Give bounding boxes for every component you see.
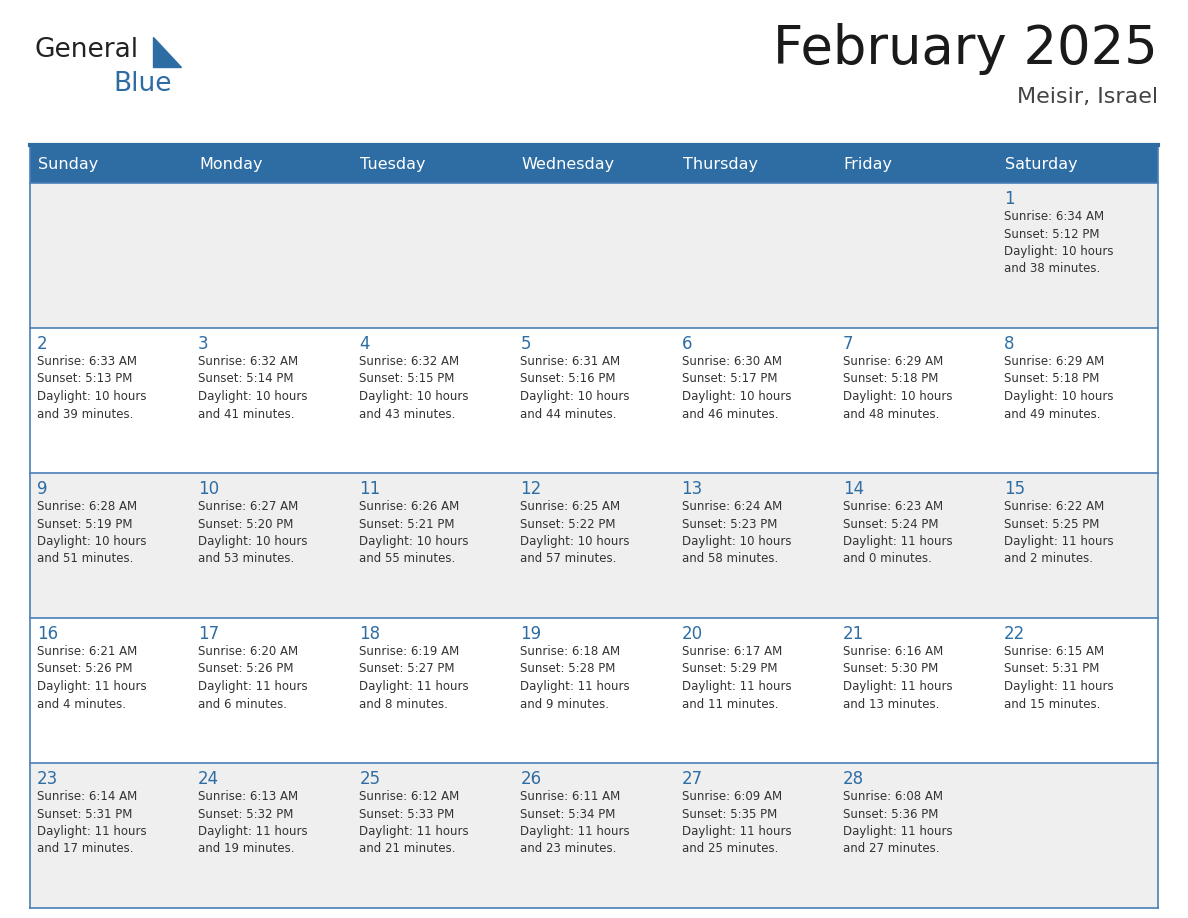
Text: Sunrise: 6:08 AM
Sunset: 5:36 PM
Daylight: 11 hours
and 27 minutes.: Sunrise: 6:08 AM Sunset: 5:36 PM Dayligh… xyxy=(842,790,953,856)
Text: Meisir, Israel: Meisir, Israel xyxy=(1017,87,1158,107)
Text: 18: 18 xyxy=(359,625,380,643)
Bar xyxy=(30,618,1158,763)
Text: Sunrise: 6:30 AM
Sunset: 5:17 PM
Daylight: 10 hours
and 46 minutes.: Sunrise: 6:30 AM Sunset: 5:17 PM Dayligh… xyxy=(682,355,791,420)
Text: Sunrise: 6:15 AM
Sunset: 5:31 PM
Daylight: 11 hours
and 15 minutes.: Sunrise: 6:15 AM Sunset: 5:31 PM Dayligh… xyxy=(1004,645,1113,711)
Bar xyxy=(30,763,1158,908)
Text: 19: 19 xyxy=(520,625,542,643)
Text: Sunrise: 6:11 AM
Sunset: 5:34 PM
Daylight: 11 hours
and 23 minutes.: Sunrise: 6:11 AM Sunset: 5:34 PM Dayligh… xyxy=(520,790,630,856)
Text: Sunrise: 6:32 AM
Sunset: 5:14 PM
Daylight: 10 hours
and 41 minutes.: Sunrise: 6:32 AM Sunset: 5:14 PM Dayligh… xyxy=(198,355,308,420)
Text: Sunrise: 6:34 AM
Sunset: 5:12 PM
Daylight: 10 hours
and 38 minutes.: Sunrise: 6:34 AM Sunset: 5:12 PM Dayligh… xyxy=(1004,210,1113,275)
Text: Sunrise: 6:14 AM
Sunset: 5:31 PM
Daylight: 11 hours
and 17 minutes.: Sunrise: 6:14 AM Sunset: 5:31 PM Dayligh… xyxy=(37,790,146,856)
Text: 11: 11 xyxy=(359,480,380,498)
Text: Sunrise: 6:29 AM
Sunset: 5:18 PM
Daylight: 10 hours
and 49 minutes.: Sunrise: 6:29 AM Sunset: 5:18 PM Dayligh… xyxy=(1004,355,1113,420)
Text: Sunrise: 6:09 AM
Sunset: 5:35 PM
Daylight: 11 hours
and 25 minutes.: Sunrise: 6:09 AM Sunset: 5:35 PM Dayligh… xyxy=(682,790,791,856)
Text: Thursday: Thursday xyxy=(683,156,758,172)
Text: General: General xyxy=(34,37,139,63)
Text: Sunrise: 6:18 AM
Sunset: 5:28 PM
Daylight: 11 hours
and 9 minutes.: Sunrise: 6:18 AM Sunset: 5:28 PM Dayligh… xyxy=(520,645,630,711)
Text: 4: 4 xyxy=(359,335,369,353)
Text: 24: 24 xyxy=(198,770,220,788)
Text: Sunrise: 6:21 AM
Sunset: 5:26 PM
Daylight: 11 hours
and 4 minutes.: Sunrise: 6:21 AM Sunset: 5:26 PM Dayligh… xyxy=(37,645,146,711)
Text: Sunday: Sunday xyxy=(38,156,99,172)
Text: Sunrise: 6:22 AM
Sunset: 5:25 PM
Daylight: 11 hours
and 2 minutes.: Sunrise: 6:22 AM Sunset: 5:25 PM Dayligh… xyxy=(1004,500,1113,565)
Text: 2: 2 xyxy=(37,335,48,353)
Text: 1: 1 xyxy=(1004,190,1015,208)
Bar xyxy=(30,183,1158,328)
Text: Sunrise: 6:29 AM
Sunset: 5:18 PM
Daylight: 10 hours
and 48 minutes.: Sunrise: 6:29 AM Sunset: 5:18 PM Dayligh… xyxy=(842,355,953,420)
Text: 8: 8 xyxy=(1004,335,1015,353)
Text: Sunrise: 6:27 AM
Sunset: 5:20 PM
Daylight: 10 hours
and 53 minutes.: Sunrise: 6:27 AM Sunset: 5:20 PM Dayligh… xyxy=(198,500,308,565)
Text: Sunrise: 6:33 AM
Sunset: 5:13 PM
Daylight: 10 hours
and 39 minutes.: Sunrise: 6:33 AM Sunset: 5:13 PM Dayligh… xyxy=(37,355,146,420)
Text: 12: 12 xyxy=(520,480,542,498)
Bar xyxy=(30,145,1158,183)
Text: 15: 15 xyxy=(1004,480,1025,498)
Text: Monday: Monday xyxy=(200,156,263,172)
Polygon shape xyxy=(153,37,181,67)
Text: 16: 16 xyxy=(37,625,58,643)
Bar xyxy=(30,473,1158,618)
Text: Friday: Friday xyxy=(843,156,892,172)
Text: Saturday: Saturday xyxy=(1005,156,1078,172)
Text: Sunrise: 6:25 AM
Sunset: 5:22 PM
Daylight: 10 hours
and 57 minutes.: Sunrise: 6:25 AM Sunset: 5:22 PM Dayligh… xyxy=(520,500,630,565)
Text: 22: 22 xyxy=(1004,625,1025,643)
Text: Sunrise: 6:19 AM
Sunset: 5:27 PM
Daylight: 11 hours
and 8 minutes.: Sunrise: 6:19 AM Sunset: 5:27 PM Dayligh… xyxy=(359,645,469,711)
Text: Sunrise: 6:13 AM
Sunset: 5:32 PM
Daylight: 11 hours
and 19 minutes.: Sunrise: 6:13 AM Sunset: 5:32 PM Dayligh… xyxy=(198,790,308,856)
Text: Blue: Blue xyxy=(113,71,171,97)
Text: Sunrise: 6:23 AM
Sunset: 5:24 PM
Daylight: 11 hours
and 0 minutes.: Sunrise: 6:23 AM Sunset: 5:24 PM Dayligh… xyxy=(842,500,953,565)
Text: Tuesday: Tuesday xyxy=(360,156,425,172)
Text: Sunrise: 6:24 AM
Sunset: 5:23 PM
Daylight: 10 hours
and 58 minutes.: Sunrise: 6:24 AM Sunset: 5:23 PM Dayligh… xyxy=(682,500,791,565)
Text: Sunrise: 6:17 AM
Sunset: 5:29 PM
Daylight: 11 hours
and 11 minutes.: Sunrise: 6:17 AM Sunset: 5:29 PM Dayligh… xyxy=(682,645,791,711)
Text: Sunrise: 6:32 AM
Sunset: 5:15 PM
Daylight: 10 hours
and 43 minutes.: Sunrise: 6:32 AM Sunset: 5:15 PM Dayligh… xyxy=(359,355,469,420)
Text: 17: 17 xyxy=(198,625,220,643)
Text: 13: 13 xyxy=(682,480,703,498)
Text: 28: 28 xyxy=(842,770,864,788)
Text: 23: 23 xyxy=(37,770,58,788)
Bar xyxy=(30,328,1158,473)
Text: 27: 27 xyxy=(682,770,702,788)
Text: Sunrise: 6:31 AM
Sunset: 5:16 PM
Daylight: 10 hours
and 44 minutes.: Sunrise: 6:31 AM Sunset: 5:16 PM Dayligh… xyxy=(520,355,630,420)
Text: 9: 9 xyxy=(37,480,48,498)
Text: February 2025: February 2025 xyxy=(773,23,1158,75)
Text: Wednesday: Wednesday xyxy=(522,156,614,172)
Text: Sunrise: 6:20 AM
Sunset: 5:26 PM
Daylight: 11 hours
and 6 minutes.: Sunrise: 6:20 AM Sunset: 5:26 PM Dayligh… xyxy=(198,645,308,711)
Text: 5: 5 xyxy=(520,335,531,353)
Text: Sunrise: 6:16 AM
Sunset: 5:30 PM
Daylight: 11 hours
and 13 minutes.: Sunrise: 6:16 AM Sunset: 5:30 PM Dayligh… xyxy=(842,645,953,711)
Text: 3: 3 xyxy=(198,335,209,353)
Text: 14: 14 xyxy=(842,480,864,498)
Text: 6: 6 xyxy=(682,335,693,353)
Text: Sunrise: 6:12 AM
Sunset: 5:33 PM
Daylight: 11 hours
and 21 minutes.: Sunrise: 6:12 AM Sunset: 5:33 PM Dayligh… xyxy=(359,790,469,856)
Text: 7: 7 xyxy=(842,335,853,353)
Text: 10: 10 xyxy=(198,480,220,498)
Text: 20: 20 xyxy=(682,625,702,643)
Text: 26: 26 xyxy=(520,770,542,788)
Text: Sunrise: 6:28 AM
Sunset: 5:19 PM
Daylight: 10 hours
and 51 minutes.: Sunrise: 6:28 AM Sunset: 5:19 PM Dayligh… xyxy=(37,500,146,565)
Text: 21: 21 xyxy=(842,625,864,643)
Text: 25: 25 xyxy=(359,770,380,788)
Text: Sunrise: 6:26 AM
Sunset: 5:21 PM
Daylight: 10 hours
and 55 minutes.: Sunrise: 6:26 AM Sunset: 5:21 PM Dayligh… xyxy=(359,500,469,565)
